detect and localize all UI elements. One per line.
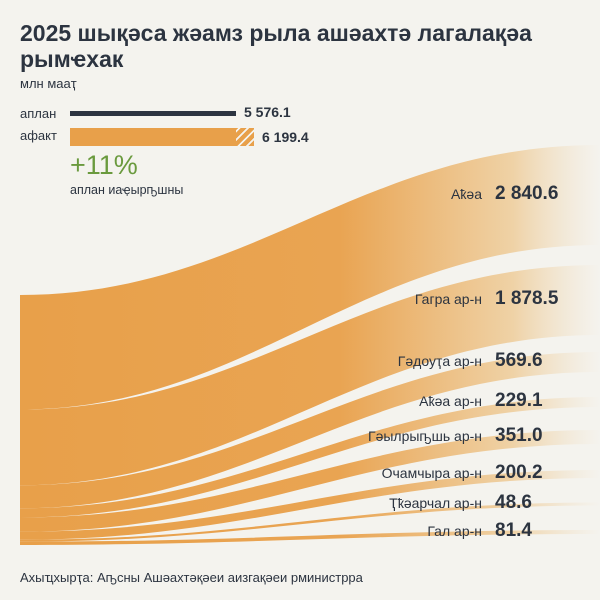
value-label: 2 840.6 — [495, 183, 559, 204]
page-title: 2025 шықәса жәамз рыла ашәахтә лагалақәа… — [20, 20, 532, 72]
category-label: Гагра ар-н — [414, 291, 482, 307]
legend-fact-value: 6 199.4 — [262, 129, 309, 145]
unit-label: млн мааҭ — [20, 76, 77, 91]
legend-plan-label: аплан — [20, 106, 57, 121]
category-label: Гәдоуҭа ар-н — [397, 353, 482, 369]
flow-7 — [20, 530, 600, 545]
source-note: Ахыҵхырҭа: Аҧсны Ашәахтәқәеи аизгақәеи р… — [20, 570, 363, 585]
legend-plan-bar — [70, 111, 236, 116]
flow-2 — [20, 352, 600, 509]
category-label: Ҭҟәарчал ар-н — [389, 495, 482, 511]
flow-1 — [20, 265, 600, 486]
value-label: 1 878.5 — [495, 288, 559, 309]
flow-3 — [20, 397, 600, 518]
flow-6 — [20, 502, 600, 542]
value-label: 200.2 — [495, 462, 543, 483]
category-label: Очамчыра ар-н — [381, 465, 482, 481]
legend-plan-value: 5 576.1 — [244, 104, 291, 120]
flow-0 — [20, 145, 600, 410]
value-label: 569.6 — [495, 350, 543, 371]
flow-4 — [20, 430, 600, 532]
legend-fact-bar — [70, 128, 236, 146]
percent-change: +11% — [70, 150, 138, 180]
value-label: 351.0 — [495, 425, 543, 446]
legend-fact-excess — [236, 128, 254, 146]
flow-5 — [20, 470, 600, 540]
category-label: Аҟәа ар-н — [419, 393, 482, 409]
category-label: Гал ар-н — [427, 523, 482, 539]
category-label: Аҟәа — [450, 186, 482, 202]
value-label: 81.4 — [495, 520, 532, 541]
value-label: 48.6 — [495, 492, 532, 513]
percent-change-label: аплан иаҿырҧшны — [70, 183, 184, 197]
category-label: Гәылрыҧшь ар-н — [367, 428, 482, 444]
value-label: 229.1 — [495, 390, 543, 411]
legend-fact-label: афакт — [20, 128, 57, 143]
